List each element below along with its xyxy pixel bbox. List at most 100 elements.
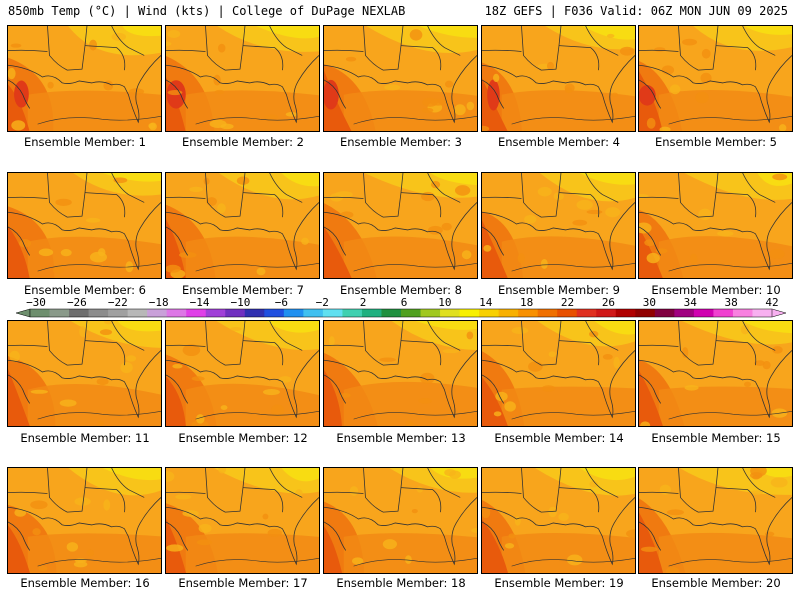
state-border bbox=[205, 468, 246, 513]
ensemble-panel bbox=[481, 467, 636, 574]
state-border bbox=[482, 49, 522, 52]
temp-patch bbox=[384, 84, 401, 91]
coastline bbox=[639, 521, 662, 551]
ensemble-panel bbox=[165, 320, 320, 427]
colorbar-tick-label: −18 bbox=[149, 296, 169, 309]
colorbar-segment bbox=[30, 309, 51, 317]
temp-patch bbox=[103, 499, 111, 511]
hot-region bbox=[482, 220, 508, 278]
temp-patch bbox=[482, 506, 491, 519]
temp-patch bbox=[689, 253, 698, 265]
contour bbox=[353, 410, 477, 420]
temp-patch bbox=[11, 120, 26, 131]
temp-patch bbox=[449, 564, 458, 572]
state-border bbox=[678, 468, 719, 513]
coastline bbox=[639, 79, 662, 109]
state-border bbox=[427, 321, 461, 351]
coastline bbox=[482, 350, 635, 419]
member-label: Ensemble Member: 1 bbox=[24, 135, 146, 149]
warm-region bbox=[185, 236, 319, 278]
temp-patch bbox=[454, 104, 466, 116]
cool-region bbox=[122, 26, 161, 37]
colorbar-segment bbox=[713, 309, 734, 317]
state-border bbox=[521, 321, 562, 366]
temp-patch bbox=[409, 29, 423, 41]
coastline bbox=[8, 350, 161, 419]
contour bbox=[511, 262, 635, 272]
colorbar-segment bbox=[674, 309, 695, 317]
temp-patch bbox=[55, 198, 72, 206]
temp-patch bbox=[682, 347, 689, 358]
ensemble-panel bbox=[7, 25, 162, 132]
temp-patch bbox=[540, 258, 548, 270]
coastline bbox=[639, 374, 662, 404]
temp-patch bbox=[217, 43, 226, 53]
temperature-map bbox=[482, 173, 635, 278]
temperature-map bbox=[166, 26, 319, 131]
colorbar-segment bbox=[342, 309, 363, 317]
temp-patch bbox=[421, 107, 434, 113]
temp-patch bbox=[218, 468, 227, 474]
temp-patch bbox=[665, 566, 680, 573]
colorbar-tick-label: 34 bbox=[684, 296, 698, 309]
contour bbox=[668, 115, 792, 125]
temp-patch bbox=[99, 329, 113, 336]
temp-patch bbox=[182, 344, 201, 357]
temp-patch bbox=[230, 326, 242, 331]
state-border bbox=[8, 196, 48, 199]
state-border bbox=[47, 26, 88, 71]
coastline bbox=[639, 497, 792, 566]
member-label: Ensemble Member: 8 bbox=[340, 283, 462, 297]
temp-patch bbox=[382, 539, 397, 550]
temp-patch bbox=[659, 484, 672, 495]
temperature-map bbox=[8, 26, 161, 131]
state-border bbox=[269, 321, 303, 351]
coastline bbox=[639, 55, 792, 124]
state-border bbox=[324, 344, 364, 347]
temp-patch bbox=[646, 252, 660, 264]
warm-region bbox=[27, 383, 161, 426]
colorbar-segment bbox=[635, 309, 656, 317]
temperature-map bbox=[8, 321, 161, 426]
colorbar-tick-label: 14 bbox=[479, 296, 493, 309]
temp-patch bbox=[626, 529, 635, 538]
hot-region bbox=[639, 227, 663, 278]
colorbar-segment bbox=[147, 309, 168, 317]
temp-patch bbox=[220, 405, 228, 410]
temp-patch bbox=[482, 125, 490, 131]
coastline bbox=[639, 202, 792, 271]
temp-patch bbox=[524, 128, 531, 131]
temp-patch bbox=[9, 350, 20, 362]
coastline bbox=[8, 79, 31, 109]
state-border bbox=[558, 192, 600, 218]
member-label: Ensemble Member: 2 bbox=[182, 135, 304, 149]
state-border bbox=[324, 49, 364, 52]
temp-patch bbox=[351, 557, 364, 565]
temperature-map bbox=[639, 321, 792, 426]
colorbar-tick-label: 38 bbox=[724, 296, 737, 309]
state-border bbox=[242, 340, 284, 366]
member-label: Ensemble Member: 7 bbox=[182, 283, 304, 297]
temp-patch bbox=[198, 523, 212, 533]
warm-region bbox=[658, 386, 792, 426]
colorbar-segment bbox=[479, 309, 500, 317]
coastline bbox=[8, 521, 31, 551]
coastline bbox=[482, 226, 505, 256]
colorbar-segment bbox=[401, 309, 422, 317]
coastline bbox=[324, 226, 347, 256]
temp-patch bbox=[217, 203, 226, 214]
hot-region bbox=[324, 226, 352, 278]
colorbar-tick-label: −22 bbox=[108, 296, 128, 309]
state-border bbox=[269, 173, 303, 203]
member-label: Ensemble Member: 5 bbox=[655, 135, 777, 149]
coastline bbox=[8, 374, 31, 404]
temperature-colorbar: −30 −26 −22 −18 −14 −10 −6 −2 2 6 10 14 18 22 26 30 34 38… bbox=[15, 296, 787, 318]
cool-region bbox=[117, 321, 161, 332]
temp-patch bbox=[619, 46, 635, 56]
coastline bbox=[8, 226, 31, 256]
state-border bbox=[427, 468, 461, 498]
state-border bbox=[8, 491, 48, 494]
ensemble-panel bbox=[323, 25, 478, 132]
colorbar-tick-label: −2 bbox=[316, 296, 329, 309]
temp-patch bbox=[493, 73, 500, 83]
